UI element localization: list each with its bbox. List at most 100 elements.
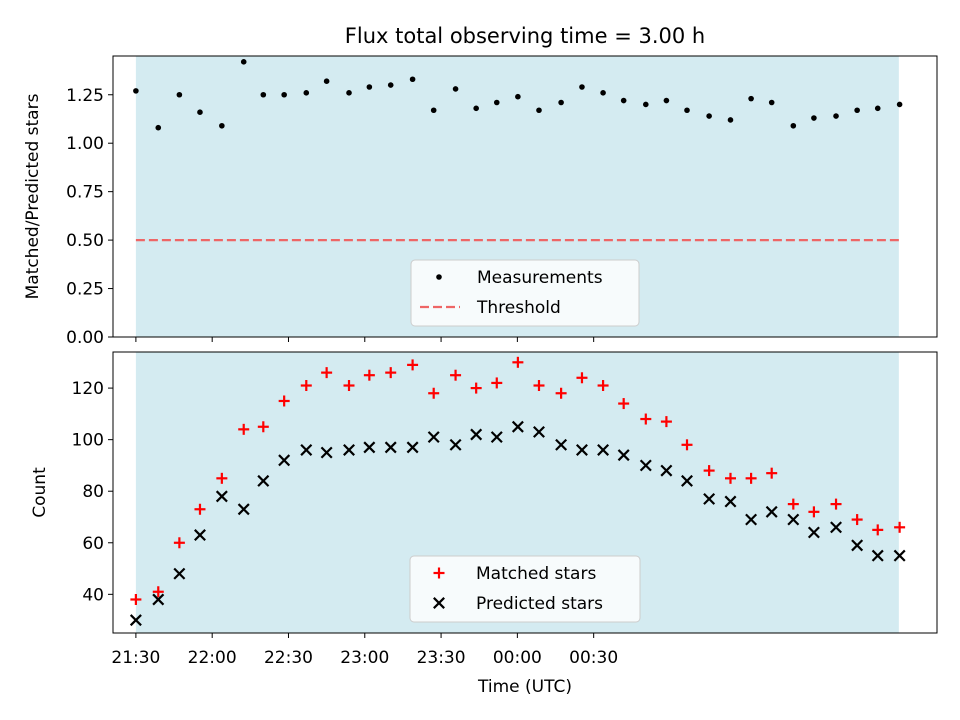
predicted-star-point xyxy=(511,420,524,433)
x-tick-label: 22:00 xyxy=(188,648,237,668)
measurement-point xyxy=(833,113,839,119)
ratio-y-tick-label: 1.00 xyxy=(66,134,104,154)
measurement-point xyxy=(684,107,690,114)
measurement-point xyxy=(620,97,627,104)
measurement-point xyxy=(473,105,479,112)
measurement-point xyxy=(281,91,287,98)
predicted-star-point xyxy=(724,495,737,508)
predicted-star-point xyxy=(237,503,250,516)
matched-star-point xyxy=(130,593,142,605)
x-tick-label: 00:00 xyxy=(493,648,542,668)
matched-star-point xyxy=(830,498,842,510)
ratio-y-tick-label: 0.75 xyxy=(66,183,104,203)
legend-predicted-marker xyxy=(433,597,445,609)
matched-star-point xyxy=(173,537,185,549)
measurement-point xyxy=(727,117,734,123)
matched-star-point xyxy=(660,416,672,428)
predicted-star-point xyxy=(278,454,291,467)
ratio-y-tick-label: 0.25 xyxy=(66,280,104,300)
matched-star-point xyxy=(238,423,250,435)
predicted-star-point xyxy=(597,443,610,456)
x-tick-label: 21:30 xyxy=(111,648,160,668)
predicted-star-point xyxy=(745,513,758,526)
ratio-y-tick-label: 1.25 xyxy=(66,86,104,106)
ratio-x-ticks xyxy=(135,337,595,342)
predicted-star-point xyxy=(449,438,462,451)
measurement-point xyxy=(430,107,437,114)
predicted-star-point xyxy=(193,529,206,542)
legend-predicted-label: Predicted stars xyxy=(476,594,603,614)
measurement-point xyxy=(260,91,267,98)
measurement-point xyxy=(896,101,903,108)
matched-star-point xyxy=(787,498,799,510)
count-panel-frame xyxy=(112,351,938,634)
measurement-point xyxy=(515,93,521,100)
measurement-point xyxy=(874,105,881,112)
count-y-tick-label: 100 xyxy=(72,431,104,451)
legend-matched-label: Matched stars xyxy=(476,564,596,584)
matched-star-point xyxy=(618,398,630,410)
measurement-point xyxy=(197,109,203,115)
predicted-star-point xyxy=(787,513,800,526)
matched-star-point xyxy=(597,380,609,392)
matched-star-point xyxy=(428,387,440,399)
measurement-point xyxy=(240,59,247,65)
predicted-star-point xyxy=(851,539,864,552)
matched-star-point xyxy=(555,387,567,399)
matched-stars-series xyxy=(130,356,906,605)
predicted-star-point xyxy=(830,521,843,534)
time-x-axis-label: Time (UTC) xyxy=(477,677,572,697)
predicted-star-point xyxy=(129,614,142,627)
matched-star-point xyxy=(533,380,545,392)
matched-star-point xyxy=(470,382,482,394)
measurement-point xyxy=(579,84,585,90)
predicted-star-point xyxy=(427,431,440,444)
legend-measurements-label: Measurements xyxy=(477,268,603,288)
predicted-star-point xyxy=(871,549,884,562)
x-tick-label: 23:30 xyxy=(417,648,466,668)
matched-star-point xyxy=(300,380,312,392)
matched-star-point xyxy=(894,521,906,533)
count-y-tick-label: 40 xyxy=(82,585,104,605)
matched-star-point xyxy=(343,380,355,392)
matched-star-point xyxy=(385,367,397,379)
matched-star-point xyxy=(745,472,757,484)
measurement-point xyxy=(854,107,860,114)
measurement-point xyxy=(790,122,797,129)
matched-star-point xyxy=(640,413,652,425)
legend-threshold-label: Threshold xyxy=(476,298,561,318)
legend-matched-marker xyxy=(433,567,445,579)
ratio-panel-frame xyxy=(112,55,938,338)
predicted-star-point xyxy=(893,549,906,562)
count-legend: Matched stars Predicted stars xyxy=(409,555,641,623)
measurement-point xyxy=(643,101,649,108)
x-tick-label: 22:30 xyxy=(264,648,313,668)
count-y-axis-label: Count xyxy=(30,467,50,518)
predicted-star-point xyxy=(173,567,186,580)
predicted-star-point xyxy=(490,431,503,444)
measurement-point xyxy=(452,86,459,92)
x-tick-label: 23:00 xyxy=(340,648,389,668)
predicted-stars-series xyxy=(129,420,906,627)
count-panel: 40 60 80 100 120 21:30 22:00 22:30 23:00 23:30 00… xyxy=(30,351,938,697)
time-x-ticks: 21:30 22:00 22:30 23:00 23:30 00:00 00:30 xyxy=(111,633,618,668)
ratio-y-tick-label: 0.50 xyxy=(66,231,104,251)
matched-star-point xyxy=(257,421,269,433)
predicted-star-point xyxy=(575,443,588,456)
legend-x xyxy=(433,597,445,609)
count-y-tick-label: 120 xyxy=(72,379,104,399)
matched-star-point xyxy=(851,514,863,526)
count-y-ticks: 40 60 80 100 120 xyxy=(72,379,113,605)
matched-star-point xyxy=(491,377,503,389)
measurement-point xyxy=(387,82,394,88)
ratio-legend: Measurements Threshold xyxy=(410,259,640,327)
matched-star-point xyxy=(321,367,333,379)
predicted-star-point xyxy=(363,441,376,454)
predicted-star-point xyxy=(215,490,228,503)
measurement-point xyxy=(748,95,754,102)
ratio-y-ticks: 0.00 0.25 0.50 0.75 1.00 1.25 xyxy=(66,86,113,348)
matched-star-point xyxy=(152,586,164,598)
measurement-point xyxy=(811,115,817,121)
x-tick-label: 00:30 xyxy=(569,648,618,668)
